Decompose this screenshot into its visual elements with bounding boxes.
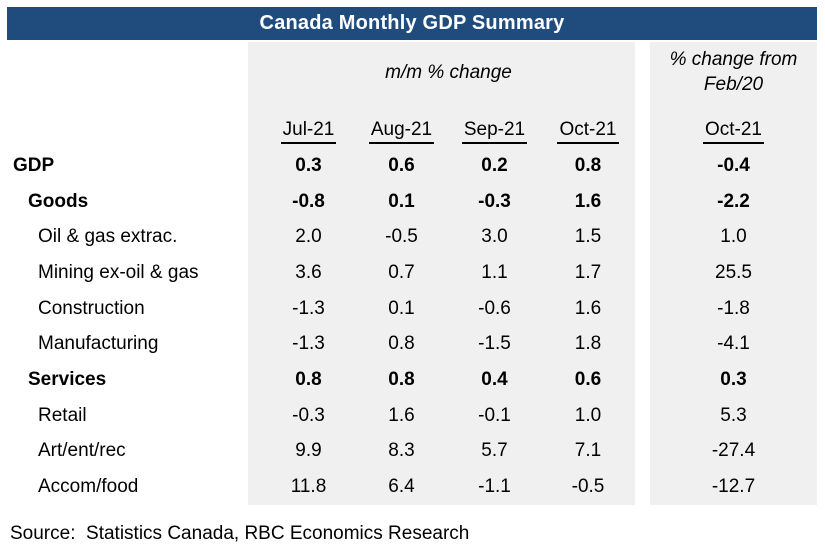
cell-value: 0.8 [388, 333, 415, 355]
cell-value: 9.9 [295, 440, 322, 462]
row-label: Construction [38, 297, 145, 319]
cell-value: -1.5 [478, 333, 511, 355]
mm-percent-change-group-header: m/m % change [385, 61, 512, 83]
cell-value: -0.6 [478, 297, 511, 319]
cell-value: -0.5 [571, 476, 605, 498]
cell-value: -1.1 [478, 476, 511, 498]
monthly-columns-panel [248, 42, 635, 505]
cell-value: 0.1 [388, 190, 415, 212]
column-header-aug-21: Aug-21 [355, 103, 448, 148]
cell-value: 3.0 [481, 226, 508, 248]
column-header-jul-21: Jul-21 [262, 103, 355, 148]
cell-feb20-value: 0.3 [720, 368, 747, 390]
cell-value: 0.8 [574, 154, 602, 176]
cell-value: 0.2 [481, 154, 508, 176]
cell-value: 0.8 [388, 368, 415, 390]
column-header-feb20-oct-21: Oct-21 [650, 103, 817, 148]
row-label: GDP [13, 154, 55, 176]
cell-value: -0.3 [478, 190, 511, 212]
column-header-label: Sep-21 [461, 119, 528, 144]
gdp-table: m/m % change % change from Feb/20 Jul-21… [8, 42, 817, 505]
cell-value: -0.3 [292, 404, 325, 426]
cell-value: 1.8 [574, 333, 602, 355]
cell-value: 0.1 [388, 297, 415, 319]
cell-value: 8.3 [388, 440, 415, 462]
row-label: Mining ex-oil & gas [38, 261, 199, 283]
row-label: Goods [28, 190, 89, 212]
cell-value: 0.3 [295, 154, 322, 176]
cell-value: 5.7 [481, 440, 508, 462]
cell-feb20-value: -0.4 [717, 154, 750, 176]
cell-value: -1.3 [292, 297, 325, 319]
table-title: Canada Monthly GDP Summary [7, 7, 817, 40]
cell-value: 1.6 [388, 404, 415, 426]
cell-feb20-value: 1.0 [720, 226, 747, 248]
cell-feb20-value: -4.1 [717, 333, 750, 355]
cell-value: 1.1 [481, 261, 508, 283]
cell-value: 1.6 [574, 297, 602, 319]
cell-value: 1.7 [574, 261, 602, 283]
column-header-label: Jul-21 [280, 119, 337, 144]
cell-value: -0.1 [478, 404, 511, 426]
cell-feb20-value: 25.5 [715, 261, 752, 283]
column-header-label: Oct-21 [557, 119, 619, 144]
column-header-oct-21: Oct-21 [541, 103, 635, 148]
column-header-sep-21: Sep-21 [448, 103, 541, 148]
cell-value: -1.3 [292, 333, 325, 355]
source-attribution: Source: Statistics Canada, RBC Economics… [10, 523, 470, 544]
cell-value: 0.7 [388, 261, 415, 283]
row-label: Services [28, 368, 107, 390]
cell-value: 3.6 [295, 261, 322, 283]
cell-value: 1.6 [574, 190, 602, 212]
cell-value: -0.5 [385, 226, 418, 248]
cell-value: -0.8 [292, 190, 325, 212]
cell-value: 0.6 [574, 368, 602, 390]
cell-feb20-value: -2.2 [717, 190, 750, 212]
cell-feb20-value: -1.8 [717, 297, 750, 319]
feb20-header-line1: % change from [669, 48, 798, 70]
feb20-column-panel [650, 42, 817, 505]
cell-value: 1.5 [574, 226, 602, 248]
column-header-label: Oct-21 [702, 119, 765, 144]
cell-value: 0.8 [295, 368, 322, 390]
row-label: Manufacturing [38, 333, 159, 355]
cell-feb20-value: -12.7 [711, 476, 756, 498]
row-label: Accom/food [38, 476, 139, 498]
cell-value: 7.1 [574, 440, 602, 462]
row-label: Oil & gas extrac. [38, 226, 178, 248]
cell-value: 0.6 [388, 154, 415, 176]
cell-feb20-value: 5.3 [720, 404, 747, 426]
cell-value: 2.0 [295, 226, 322, 248]
row-label: Art/ent/rec [38, 440, 126, 462]
row-label: Retail [38, 404, 87, 426]
column-header-label: Aug-21 [368, 119, 435, 144]
percent-change-from-feb20-group-header: % change from Feb/20 [650, 42, 817, 103]
cell-value: 6.4 [388, 476, 415, 498]
feb20-header-line2: Feb/20 [703, 73, 764, 95]
cell-value: 0.4 [481, 368, 508, 390]
cell-value: 11.8 [290, 476, 327, 498]
cell-value: 1.0 [574, 404, 602, 426]
cell-feb20-value: -27.4 [711, 440, 756, 462]
